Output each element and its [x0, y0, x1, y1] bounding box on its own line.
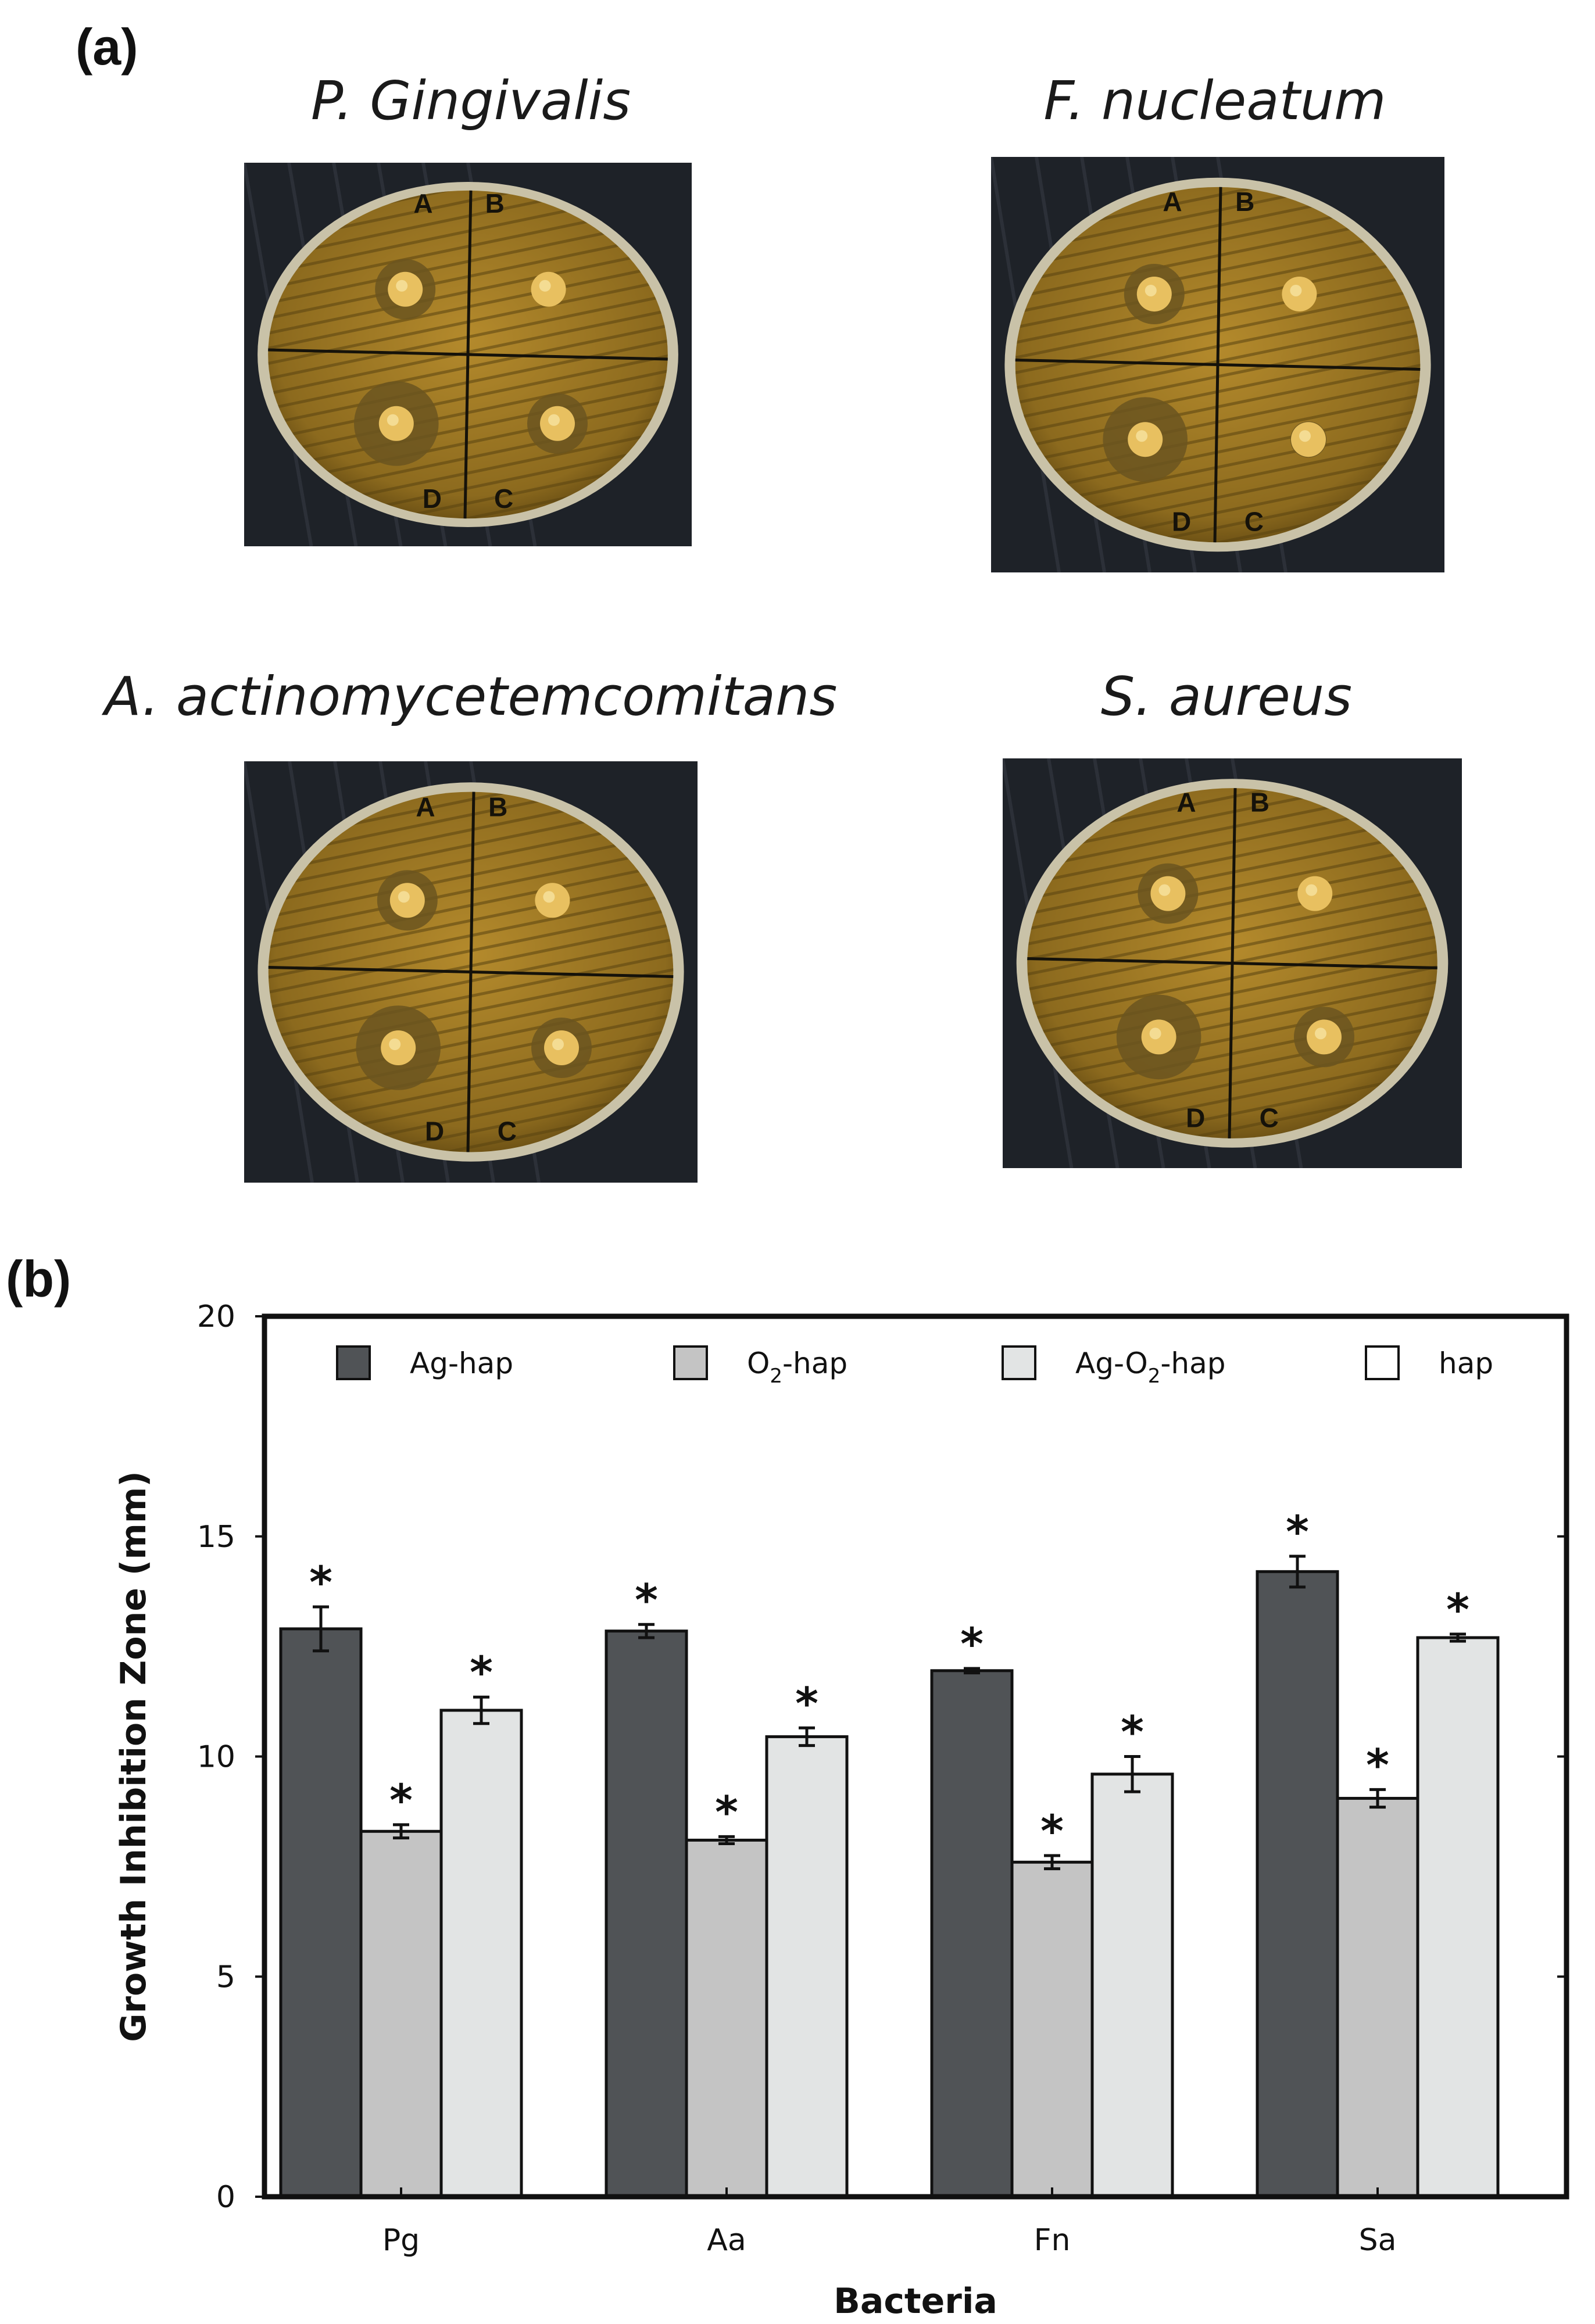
y-axis-title: Growth Inhibition Zone (mm) [113, 1471, 154, 2042]
bar-o2-hap-aa [685, 1838, 768, 2198]
sector-label-b: B [1250, 787, 1269, 818]
petri-dish-photo-fn: A B C D [991, 157, 1444, 572]
bar-ag-hap-fn [930, 1669, 1014, 2198]
x-tick-label-sa: Sa [1359, 2223, 1397, 2258]
sector-label-b: B [485, 188, 505, 219]
sector-label-a: A [413, 188, 432, 219]
petri-dish-photo-sa: A B C D [1003, 758, 1462, 1168]
divider-line-horizontal [1015, 359, 1421, 371]
legend-swatch-hap [1365, 1345, 1400, 1380]
bar-ag-hap-aa [605, 1630, 688, 2198]
significance-marker: * [635, 1574, 658, 1625]
significance-marker: * [1286, 1506, 1309, 1557]
bar-o2-hap-sa [1336, 1796, 1419, 2198]
sector-label-d: D [1172, 507, 1191, 537]
legend-label-o2-hap: O2-hap [747, 1347, 847, 1388]
significance-marker: * [470, 1646, 493, 1698]
petri-dish-photo-aa: A B C D [244, 761, 698, 1183]
significance-marker: * [309, 1556, 332, 1608]
legend-swatch-ag-hap [336, 1345, 371, 1380]
plate-title-pg: P. Gingivalis [310, 70, 631, 132]
legend-label-ag-hap: Ag-hap [410, 1347, 513, 1380]
bar-ag-o2-hap-pg [439, 1709, 523, 2198]
plate-title-fn: F. nucleatum [1043, 70, 1386, 132]
panel-a-label: (a) [76, 18, 138, 76]
panel-b-label: (b) [6, 1250, 71, 1308]
bar-o2-hap-pg [359, 1829, 443, 2198]
significance-marker: * [1446, 1584, 1469, 1635]
sector-label-c: C [1260, 1103, 1279, 1133]
legend-label-hap: hap [1439, 1347, 1493, 1380]
sector-label-d: D [423, 484, 442, 514]
bar-chart: * * * * * * * * * * * * 0 5 10 15 20 Pg Aa Fn Sa Ag-hap O2-h… [113, 1299, 1569, 2322]
bar-ag-hap-sa [1256, 1570, 1339, 2198]
sector-label-c: C [494, 484, 513, 514]
bar-ag-o2-hap-fn [1090, 1772, 1174, 2198]
sector-label-c: C [498, 1116, 517, 1147]
legend-swatch-o2-hap [673, 1345, 708, 1380]
significance-marker: * [1040, 1805, 1064, 1857]
legend-swatch-ag-o2-hap [1002, 1345, 1036, 1380]
legend-label-ag-o2-hap: Ag-O2-hap [1075, 1347, 1225, 1388]
significance-marker: * [389, 1774, 413, 1826]
significance-marker: * [1366, 1739, 1389, 1791]
bar-ag-o2-hap-aa [765, 1735, 849, 2198]
sector-label-a: A [1176, 787, 1196, 818]
sector-label-c: C [1244, 507, 1264, 537]
x-axis-title: Bacteria [834, 2281, 997, 2322]
x-tick-label-pg: Pg [382, 2223, 420, 2258]
y-tick-label: 15 [197, 1520, 235, 1555]
y-tick-label: 5 [216, 1960, 235, 1994]
significance-marker: * [960, 1618, 984, 1670]
bar-ag-hap-pg [279, 1627, 363, 2198]
plate-title-sa: S. aureus [1100, 665, 1353, 728]
plate-title-aa: A. actinomycetemcomitans [104, 665, 838, 728]
bar-o2-hap-fn [1010, 1860, 1094, 2198]
divider-line-horizontal [268, 966, 674, 978]
bar-ag-o2-hap-sa [1416, 1636, 1500, 2198]
significance-marker: * [1121, 1706, 1144, 1758]
sector-label-a: A [416, 792, 435, 822]
divider-line-horizontal [1027, 957, 1437, 969]
sector-label-d: D [425, 1116, 444, 1147]
y-tick-label: 10 [197, 1740, 235, 1775]
sector-label-a: A [1163, 187, 1182, 217]
sector-label-d: D [1186, 1103, 1205, 1133]
sector-label-b: B [1235, 187, 1254, 217]
sector-label-b: B [488, 792, 507, 822]
x-tick-label-fn: Fn [1034, 2223, 1071, 2258]
y-tick-label: 0 [216, 2180, 235, 2215]
y-tick-label: 20 [197, 1299, 235, 1334]
petri-dish-photo-pg: A B C D [244, 163, 692, 546]
significance-marker: * [795, 1677, 818, 1729]
divider-line-horizontal [268, 348, 668, 361]
x-tick-label-aa: Aa [707, 2223, 746, 2258]
significance-marker: * [715, 1786, 738, 1838]
